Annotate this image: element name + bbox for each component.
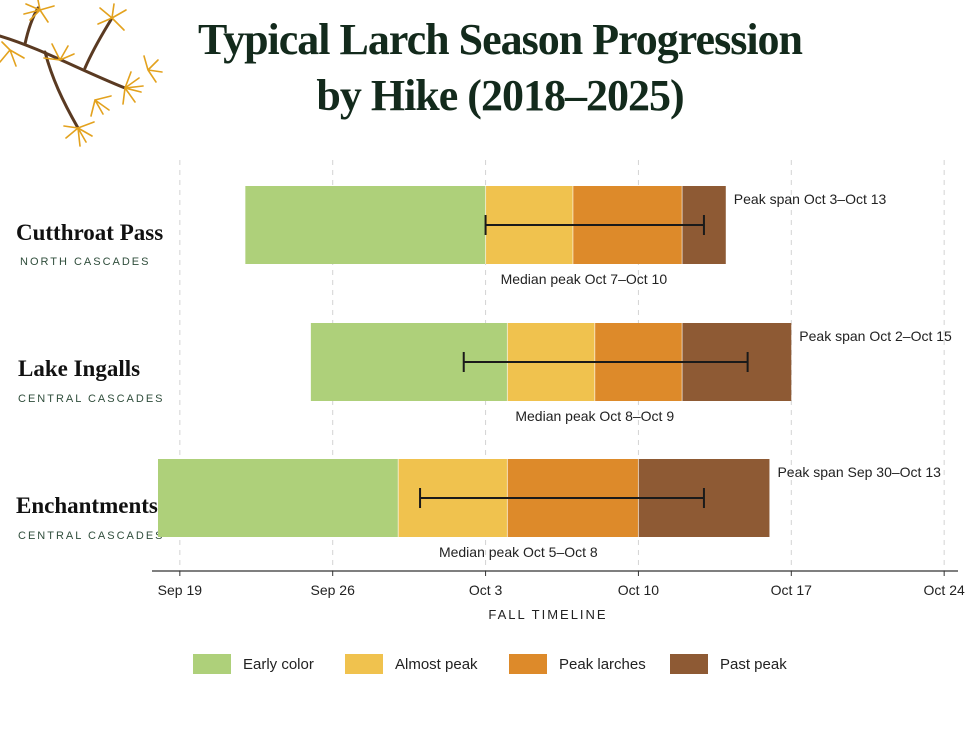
category-region-cutthroat-pass: NORTH CASCADES <box>20 256 151 268</box>
x-tick-label-oct-10: Oct 10 <box>618 582 659 598</box>
median-peak-label-lake-ingalls: Median peak Oct 8–Oct 9 <box>515 408 674 424</box>
x-tick-label-oct-17: Oct 17 <box>771 582 812 598</box>
legend-label-early-color: Early color <box>243 655 314 673</box>
peak-span-label-lake-ingalls: Peak span Oct 2–Oct 15 <box>799 328 952 344</box>
x-axis-label: FALL TIMELINE <box>488 607 607 622</box>
x-tick-label-oct-3: Oct 3 <box>469 582 503 598</box>
legend-item-early-color: Early color <box>193 654 314 674</box>
legend-label-past-peak: Past peak <box>720 655 787 673</box>
legend-swatch-early-color <box>193 654 231 674</box>
category-name-lake-ingalls: Lake Ingalls <box>18 356 141 381</box>
peak-span-label-enchantments: Peak span Sep 30–Oct 13 <box>777 464 941 480</box>
category-name-enchantments: Enchantments <box>16 493 158 518</box>
median-peak-label-enchantments: Median peak Oct 5–Oct 8 <box>439 544 598 560</box>
legend-item-almost-peak: Almost peak <box>345 654 478 674</box>
legend-label-peak-larches: Peak larches <box>559 655 646 673</box>
median-peak-label-cutthroat-pass: Median peak Oct 7–Oct 10 <box>501 271 668 287</box>
x-tick-label-oct-24: Oct 24 <box>924 582 965 598</box>
legend-swatch-peak-larches <box>509 654 547 674</box>
category-region-lake-ingalls: CENTRAL CASCADES <box>18 393 165 405</box>
chart-title-line-2: by Hike (2018–2025) <box>316 71 684 120</box>
category-region-enchantments: CENTRAL CASCADES <box>18 530 165 542</box>
chart-title-line-1: Typical Larch Season Progression <box>197 15 803 64</box>
x-tick-label-sep-26: Sep 26 <box>311 582 356 598</box>
legend-swatch-almost-peak <box>345 654 383 674</box>
bar-segment-enchantments-early-color <box>158 459 399 537</box>
legend-item-peak-larches: Peak larches <box>509 654 646 674</box>
legend-swatch-past-peak <box>670 654 708 674</box>
peak-span-label-cutthroat-pass: Peak span Oct 3–Oct 13 <box>734 191 887 207</box>
x-tick-label-sep-19: Sep 19 <box>158 582 203 598</box>
larch-branch-illustration <box>0 0 163 147</box>
legend-item-past-peak: Past peak <box>670 654 787 674</box>
chart-title: Typical Larch Season Progression by Hike… <box>0 12 980 124</box>
chart-plot-area: Peak span Oct 3–Oct 13 Median peak Oct 7–… <box>152 160 965 622</box>
legend-label-almost-peak: Almost peak <box>395 655 478 673</box>
bar-segment-cutthroat-pass-early-color <box>245 186 486 264</box>
chart-legend: Early color Almost peak Peak larches Pas… <box>0 654 980 676</box>
category-name-cutthroat-pass: Cutthroat Pass <box>16 220 164 245</box>
